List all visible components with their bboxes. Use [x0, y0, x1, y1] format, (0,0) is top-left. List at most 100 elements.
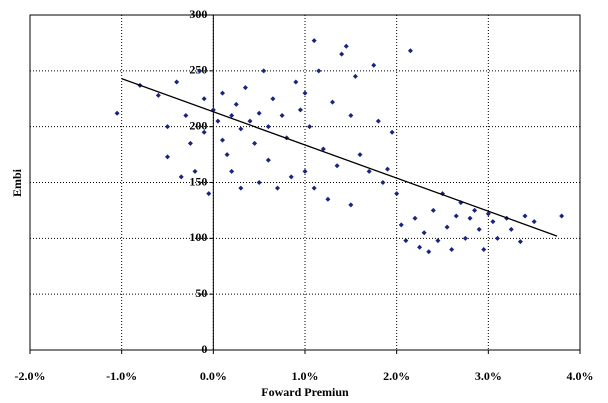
y-tick-label: 50 — [195, 286, 207, 300]
data-point — [394, 191, 400, 197]
data-point — [201, 129, 207, 135]
data-point — [302, 168, 308, 174]
data-point — [467, 215, 473, 221]
x-tick-label: 1.0% — [292, 369, 319, 383]
data-point — [316, 68, 322, 74]
data-point — [490, 219, 496, 225]
data-point — [412, 215, 418, 221]
data-point — [430, 207, 436, 213]
data-point — [215, 118, 221, 124]
x-axis-label: Foward Premiun — [261, 385, 349, 399]
data-point — [178, 174, 184, 180]
y-tick-label: 100 — [189, 230, 207, 244]
data-point — [220, 137, 225, 143]
data-point — [187, 140, 193, 146]
y-axis-label: Embi — [10, 168, 24, 197]
data-point — [403, 238, 409, 244]
data-point — [330, 99, 335, 105]
data-point — [229, 168, 235, 174]
data-point — [385, 166, 390, 172]
data-point — [508, 226, 514, 232]
data-point — [311, 185, 317, 191]
x-tick-label: 2.0% — [383, 369, 410, 383]
data-point — [256, 110, 262, 116]
data-point — [256, 180, 262, 185]
data-point — [380, 180, 386, 185]
data-point — [389, 129, 395, 135]
data-point — [197, 68, 203, 74]
data-point — [320, 146, 326, 152]
data-point — [224, 152, 230, 158]
data-point — [252, 140, 258, 146]
x-tick-label: -1.0% — [106, 369, 137, 383]
y-tick-label: 0 — [201, 342, 207, 356]
data-point — [348, 202, 354, 208]
data-point — [265, 124, 271, 130]
data-point — [371, 62, 377, 68]
data-point — [229, 113, 235, 118]
y-tick-label: 150 — [189, 174, 207, 188]
data-point — [279, 113, 285, 118]
data-point — [417, 244, 423, 250]
plot-area — [29, 14, 581, 351]
data-point — [522, 213, 528, 219]
data-point — [366, 168, 372, 174]
data-point — [114, 110, 120, 116]
data-point — [297, 107, 303, 113]
data-point — [275, 185, 280, 191]
data-point — [476, 226, 482, 232]
data-point — [352, 73, 358, 79]
x-tick-label: 4.0% — [567, 369, 594, 383]
data-point — [444, 224, 450, 230]
data-point — [201, 96, 207, 102]
data-point — [357, 152, 363, 158]
data-point — [485, 211, 491, 217]
data-point — [435, 238, 441, 244]
data-point — [220, 90, 225, 96]
data-point — [233, 101, 239, 107]
data-point — [261, 68, 267, 74]
data-point — [206, 191, 212, 197]
data-point — [462, 235, 468, 241]
data-point — [375, 118, 381, 124]
data-point — [449, 247, 455, 252]
data-point — [238, 185, 244, 191]
data-point — [155, 92, 161, 98]
data-point — [247, 118, 253, 124]
data-point — [302, 90, 308, 96]
data-point — [192, 168, 198, 174]
data-point — [183, 113, 189, 118]
data-point — [270, 96, 276, 102]
data-point — [559, 213, 565, 219]
data-point — [421, 230, 427, 236]
trend-line — [121, 78, 558, 237]
data-point — [348, 113, 354, 118]
data-point — [165, 154, 170, 160]
data-point — [398, 222, 404, 228]
data-point — [265, 157, 271, 163]
data-point — [174, 79, 180, 85]
data-point — [165, 124, 170, 130]
data-point — [531, 219, 537, 225]
data-point — [311, 38, 317, 44]
x-tick-label: 3.0% — [475, 369, 502, 383]
data-point — [495, 235, 500, 241]
data-point — [242, 85, 248, 91]
data-point — [288, 174, 294, 180]
data-point — [407, 48, 413, 54]
data-point — [472, 207, 478, 213]
data-point — [325, 196, 331, 202]
data-point — [453, 213, 459, 219]
y-tick-label: 300 — [189, 7, 207, 21]
data-point — [293, 79, 299, 85]
x-tick-label: -2.0% — [15, 369, 46, 383]
data-point — [339, 51, 345, 57]
data-point — [426, 249, 432, 255]
data-point — [238, 126, 244, 132]
x-tick-label: 0.0% — [200, 369, 227, 383]
y-tick-label: 200 — [189, 118, 207, 132]
data-point — [334, 163, 340, 169]
data-point — [517, 239, 523, 245]
data-point — [307, 124, 313, 130]
